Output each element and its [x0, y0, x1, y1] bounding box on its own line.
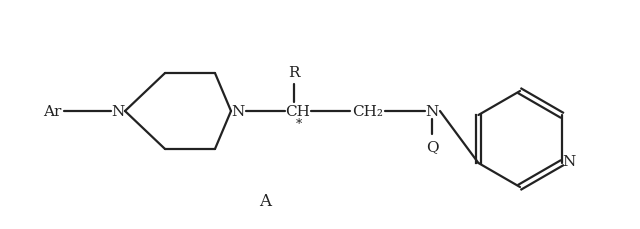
- Text: N: N: [426, 105, 438, 118]
- Text: Q: Q: [426, 139, 438, 153]
- Text: A: A: [259, 193, 271, 210]
- Text: N: N: [232, 105, 244, 118]
- Text: N: N: [111, 105, 125, 118]
- Text: CH₂: CH₂: [353, 105, 383, 118]
- Text: CH: CH: [285, 105, 310, 118]
- Text: *: *: [296, 118, 302, 131]
- Text: N: N: [562, 154, 575, 168]
- Text: R: R: [288, 66, 300, 80]
- Text: Ar: Ar: [43, 105, 61, 118]
